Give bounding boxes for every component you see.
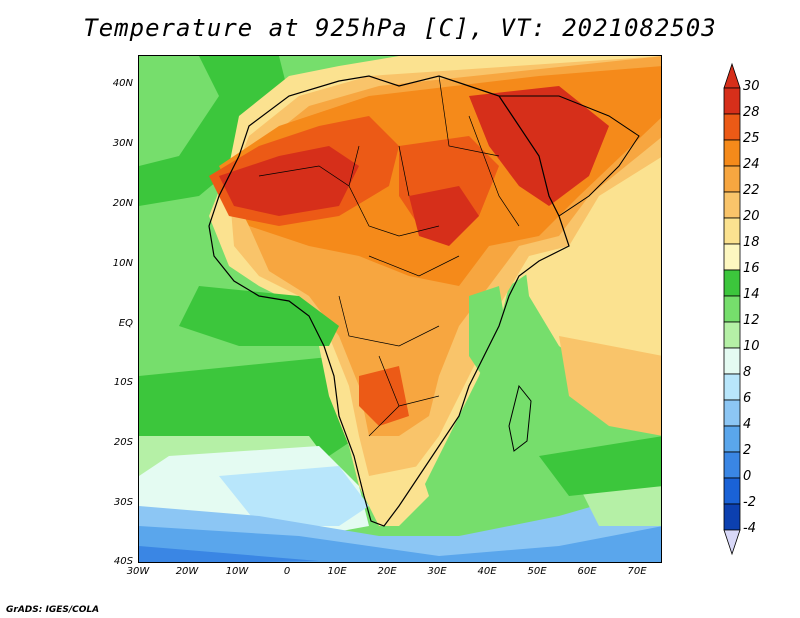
lat-label-30n: 30N [112,138,133,149]
colorbar-label-20: 20 [743,209,760,224]
colorbar-swatch [723,139,741,167]
colorbar-swatch [723,451,741,479]
lat-label-40s: 40S [113,556,133,567]
colorbar-swatch [723,269,741,297]
contour-30-sahara [219,146,359,216]
colorbar-label-minus2: -2 [743,495,756,510]
colorbar-swatch [723,373,741,401]
colorbar-label-12: 12 [743,313,760,328]
contour-14-east [469,286,509,386]
map-canvas [139,56,661,562]
colorbar-swatch [723,243,741,271]
colorbar-swatch [723,87,741,115]
lat-label-30s: 30S [113,497,133,508]
lon-label-30w: 30W [126,566,150,577]
colorbar-label-25: 25 [743,131,760,146]
colorbar-top-arrow [723,62,741,89]
lat-label-10n: 10N [112,258,133,269]
lon-label-60e: 60E [577,566,597,577]
lon-label-20w: 20W [175,566,199,577]
colorbar-swatch [723,321,741,349]
lat-label-20s: 20S [113,437,133,448]
contour-28-south [359,366,409,426]
colorbar-swatch [723,503,741,531]
colorbar-label-minus4: -4 [743,521,756,536]
colorbar-bottom-arrow [723,529,741,556]
lon-label-10w: 10W [225,566,249,577]
colorbar-label-28: 28 [743,105,760,120]
colorbar-label-2: 2 [743,443,752,458]
lat-label-eq: EQ [118,318,133,329]
contour-30-sudan [409,186,479,246]
colorbar-swatch [723,347,741,375]
colorbar-label-6: 6 [743,391,752,406]
contour-14 [139,56,219,166]
contour-8-south [219,466,369,526]
lon-label-10e: 10E [327,566,347,577]
colorbar-label-22: 22 [743,183,760,198]
lon-label-40e: 40E [477,566,497,577]
lat-label-20n: 20N [112,198,133,209]
contour-30-arabia [469,86,609,206]
colorbar-label-4: 4 [743,417,752,432]
map-title: Temperature at 925hPa [C], VT: 202108250… [83,14,717,42]
colorbar-label-10: 10 [743,339,760,354]
colorbar-swatch [723,295,741,323]
colorbar-label-8: 8 [743,365,752,380]
contour-16-se [539,436,661,496]
colorbar-swatch [723,165,741,193]
colorbar-swatch [723,477,741,505]
lon-label-20e: 20E [377,566,397,577]
contour-20-sa [369,466,429,526]
temperature-map [138,55,662,563]
colorbar-label-14: 14 [743,287,760,302]
colorbar-label-0: 0 [743,469,752,484]
colorbar-swatch [723,217,741,245]
colorbar-label-16: 16 [743,261,760,276]
contour-22-east [559,336,661,436]
colorbar-label-18: 18 [743,235,760,250]
contour-16-guinea [179,286,339,346]
country-borders [258,75,520,437]
contour-2-south [139,546,319,562]
lon-label-70e: 70E [627,566,647,577]
contour-4-south [139,526,661,562]
madagascar-coastline [508,384,532,452]
footer-credit: GrADS: IGES/COLA [6,605,100,615]
colorbar-swatch [723,425,741,453]
lat-label-10s: 10S [113,377,133,388]
colorbar-swatch [723,399,741,427]
lon-label-0: 0 [283,566,291,577]
arabia-coastline [499,95,640,217]
colorbar-label-24: 24 [743,157,760,172]
lat-label-40n: 40N [112,78,133,89]
lon-label-50e: 50E [527,566,547,577]
lon-label-30e: 30E [427,566,447,577]
colorbar-swatch [723,113,741,141]
colorbar-swatch [723,191,741,219]
colorbar-label-30: 30 [743,79,760,94]
colorbar [723,62,741,556]
africa-coastline [208,75,570,527]
